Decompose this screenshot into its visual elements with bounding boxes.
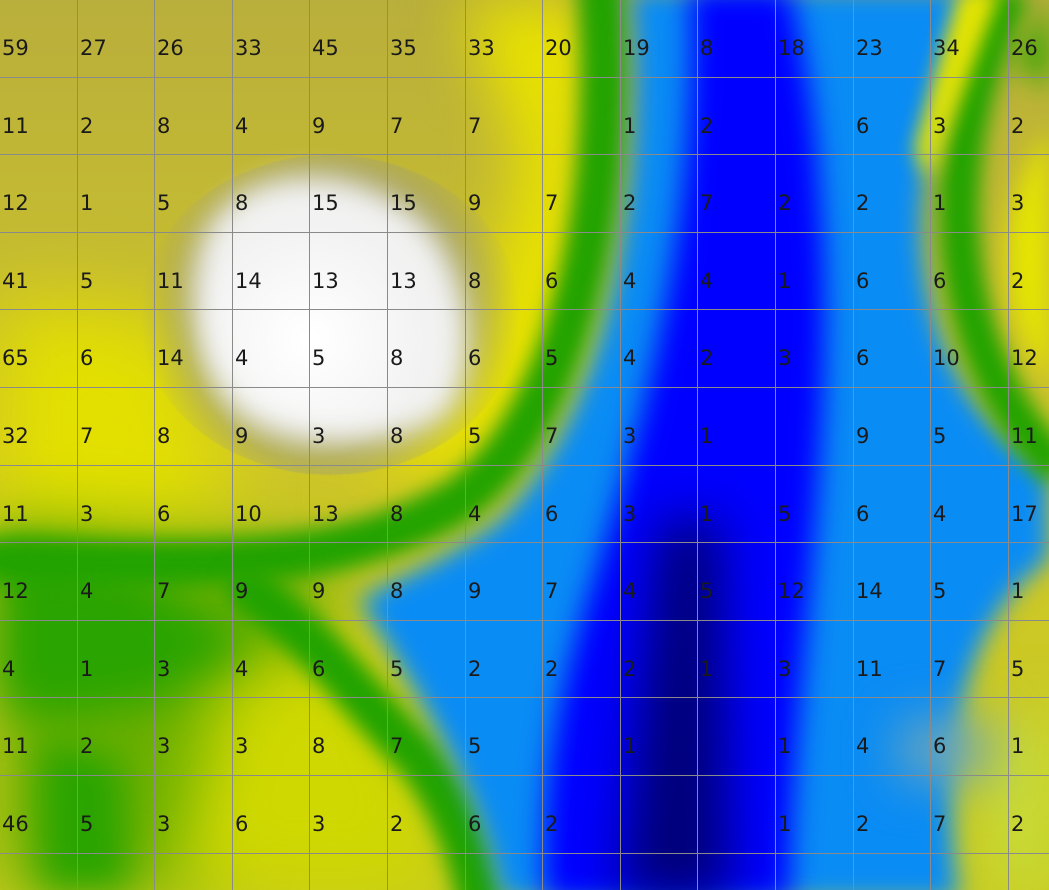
grid-lines <box>0 0 1049 890</box>
terrain-heatmap <box>0 0 1049 890</box>
heatmap-view[interactable]: 59 27 26 33 45 35 33 20 19 8 18 23 34 26 11 2 8 4 9 7 7 1 2 6 3 2… <box>0 0 1049 890</box>
